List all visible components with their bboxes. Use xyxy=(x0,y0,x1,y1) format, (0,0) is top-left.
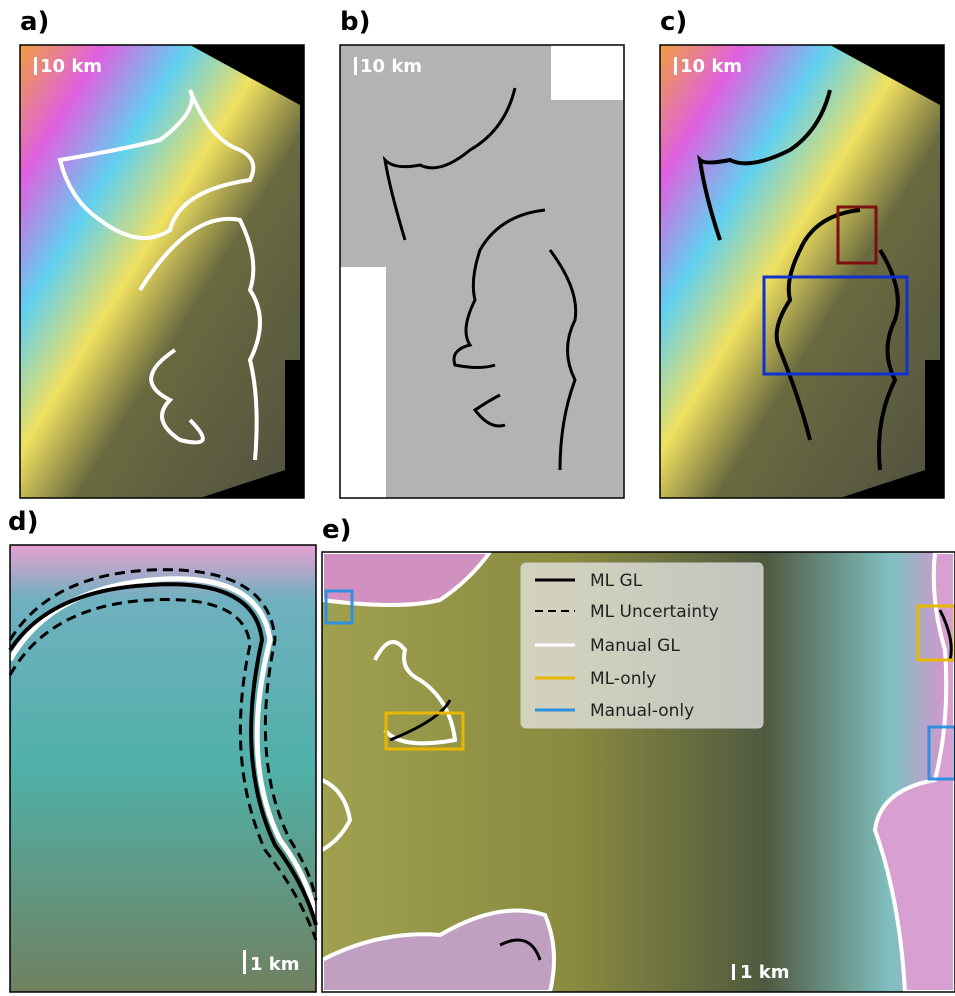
panel-label: b) xyxy=(340,7,371,37)
legend: ML GL ML Uncertainty Manual GL ML-only M… xyxy=(520,562,764,729)
scale-label: 10 km xyxy=(680,56,742,77)
scale-label: 10 km xyxy=(40,56,102,77)
scale-label: 1 km xyxy=(250,954,300,975)
legend-entry: Manual GL xyxy=(590,636,680,656)
legend-entry: Manual-only xyxy=(590,701,694,721)
legend-entry: ML-only xyxy=(590,669,656,689)
panel-label: e) xyxy=(322,515,352,545)
panel-e: ML GL ML Uncertainty Manual GL ML-only M… xyxy=(320,515,955,994)
panel-a: 10 km a) xyxy=(19,7,305,499)
panel-label: a) xyxy=(20,7,49,37)
panel-b: 10 km b) xyxy=(339,7,625,499)
panel-label: d) xyxy=(8,507,39,537)
scale-label: 1 km xyxy=(740,962,790,983)
panel-label: c) xyxy=(660,7,687,37)
panel-c: 10 km c) xyxy=(659,7,945,499)
panel-d: 1 km d) xyxy=(7,507,319,993)
legend-entry: ML GL xyxy=(590,571,643,591)
legend-entry: ML Uncertainty xyxy=(590,602,719,622)
scale-label: 10 km xyxy=(360,56,422,77)
